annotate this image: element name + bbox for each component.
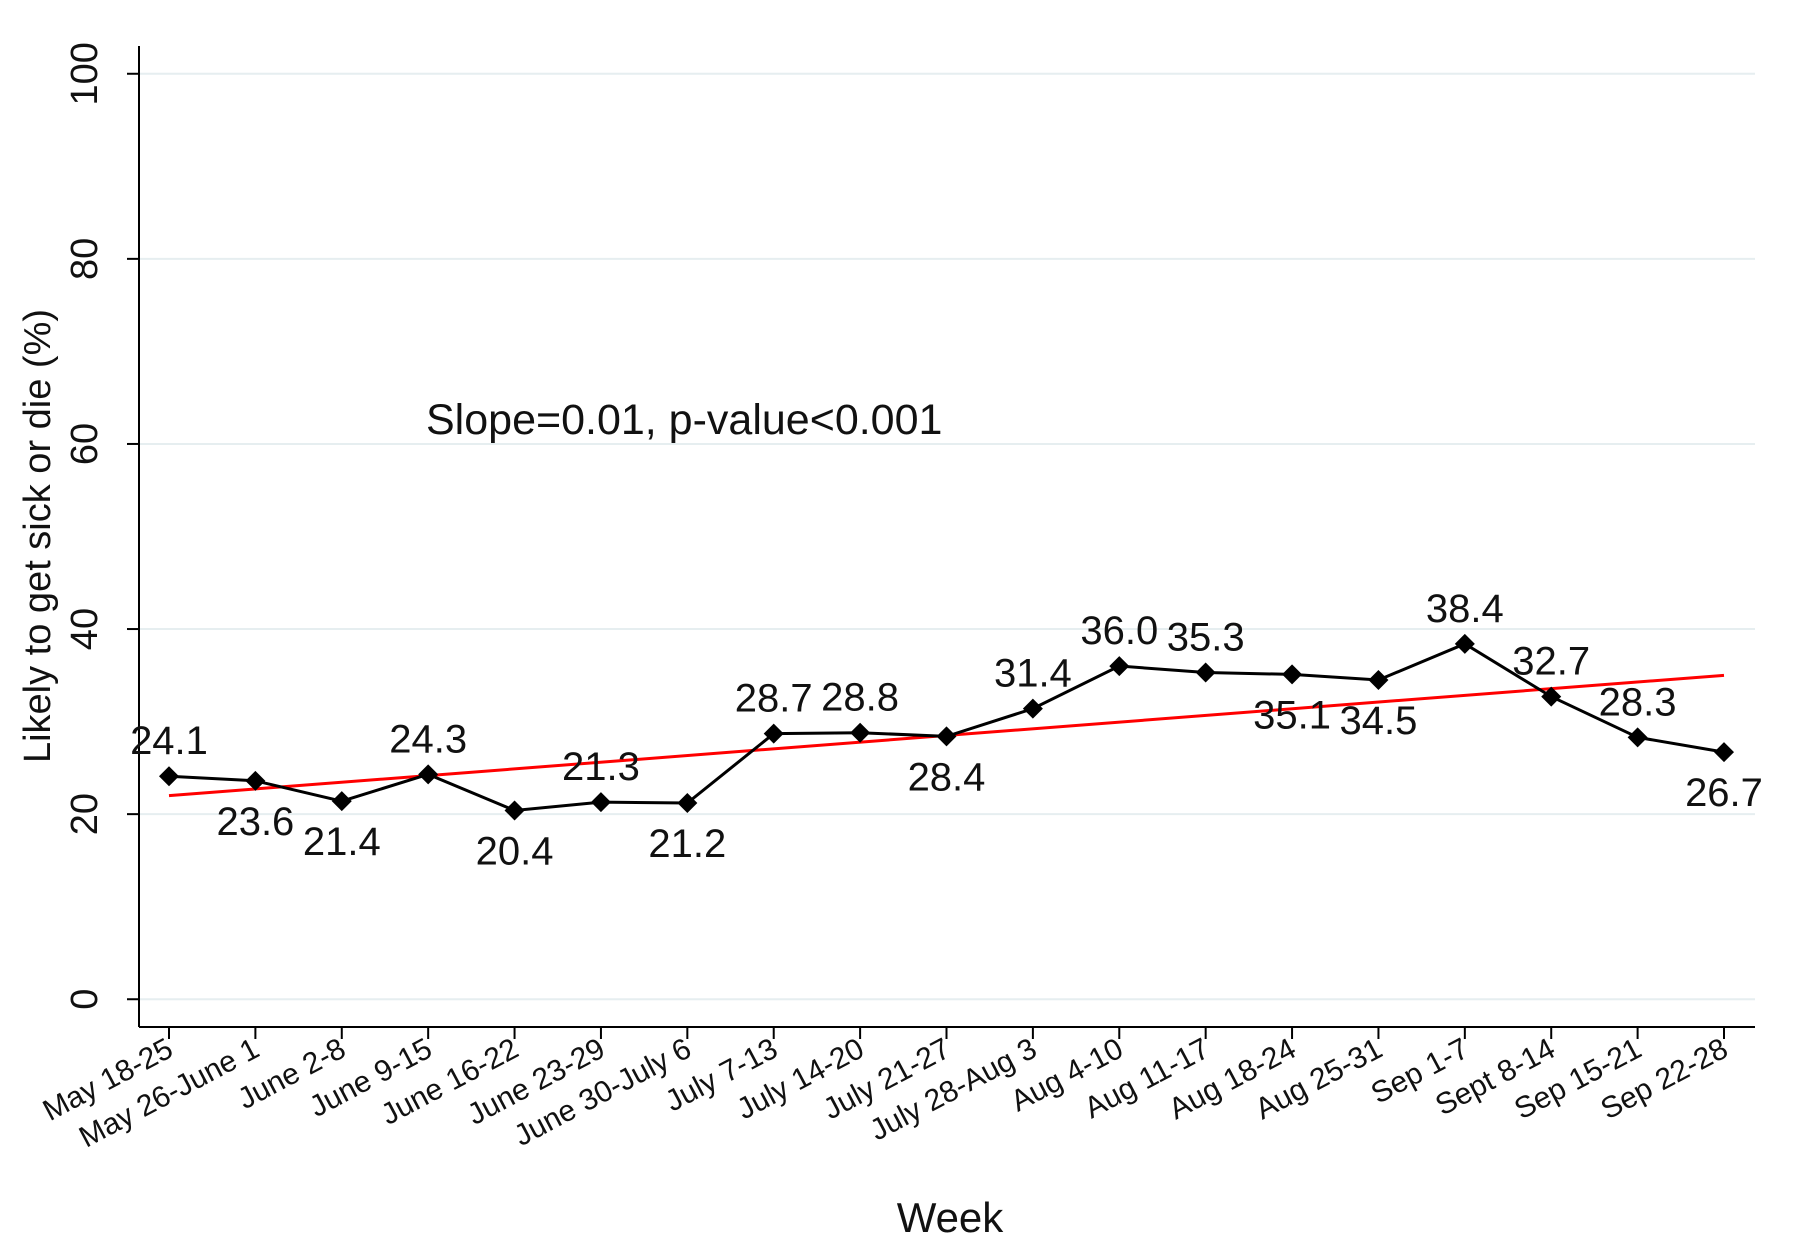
y-tick-label: 40 [64, 608, 106, 650]
data-label: 34.5 [1340, 699, 1418, 743]
data-point [1541, 686, 1562, 707]
x-axis-title: Week [897, 1194, 1005, 1241]
data-label: 24.1 [130, 719, 208, 763]
data-label: 26.7 [1685, 771, 1763, 815]
data-label: 23.6 [216, 800, 294, 844]
data-label: 28.7 [735, 677, 813, 721]
data-point [245, 770, 266, 791]
data-point [331, 791, 352, 812]
data-point [1022, 698, 1043, 719]
y-tick-label: 100 [64, 42, 106, 105]
data-label: 35.3 [1167, 616, 1245, 660]
data-label: 24.3 [389, 717, 467, 761]
data-point [936, 726, 957, 747]
data-point [418, 764, 439, 785]
y-tick-label: 80 [64, 238, 106, 280]
data-point [1368, 669, 1389, 690]
data-label: 21.4 [303, 820, 381, 864]
data-label: 21.3 [562, 745, 640, 789]
data-label: 28.4 [908, 755, 986, 799]
data-point [1714, 742, 1734, 763]
data-point [850, 722, 871, 743]
data-label: 21.2 [648, 822, 726, 866]
data-point [590, 792, 611, 813]
annotation: Slope=0.01, p-value<0.001 [426, 396, 942, 444]
data-label: 31.4 [994, 652, 1072, 696]
y-tick-label: 20 [64, 793, 106, 835]
data-label: 28.3 [1599, 680, 1677, 724]
y-tick-label: 0 [64, 989, 106, 1010]
y-tick-label: 60 [64, 423, 106, 465]
data-label: 38.4 [1426, 587, 1504, 631]
data-point [159, 766, 179, 787]
y-axis-title: Likely to get sick or die (%) [17, 309, 59, 763]
data-point [1282, 664, 1303, 685]
data-point [1195, 662, 1216, 683]
data-point [763, 723, 784, 744]
data-label: 28.8 [821, 676, 899, 720]
data-point [677, 793, 698, 814]
data-label: 35.1 [1253, 693, 1331, 737]
data-point [1627, 727, 1648, 748]
data-label: 36.0 [1080, 609, 1158, 653]
data-label: 32.7 [1512, 640, 1590, 684]
data-point [504, 800, 525, 821]
data-point [1109, 656, 1130, 677]
data-label: 20.4 [476, 829, 554, 873]
data-point [1454, 633, 1475, 654]
